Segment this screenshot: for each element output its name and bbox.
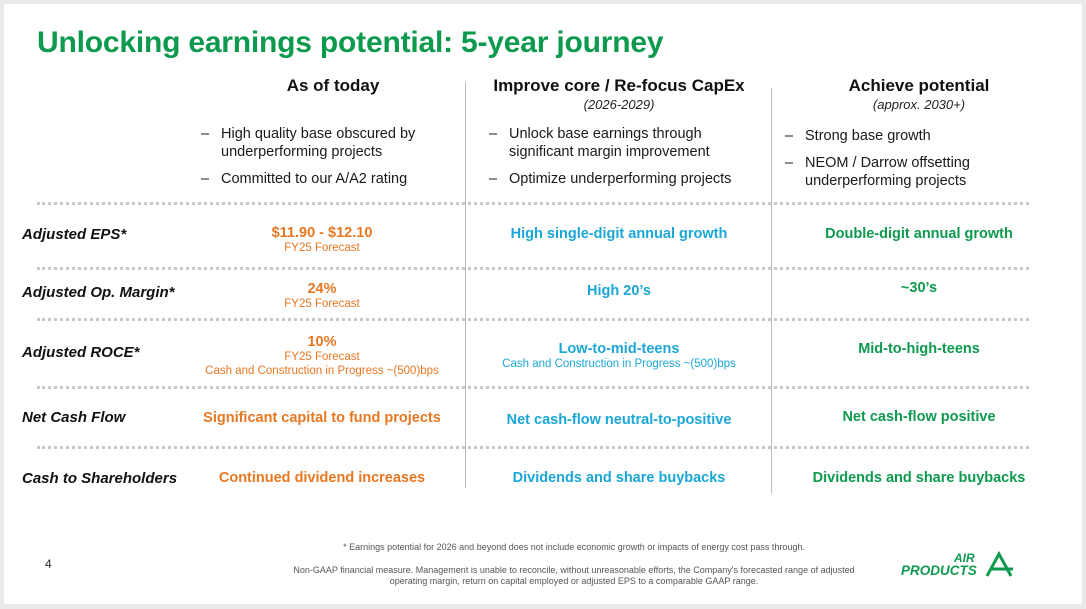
cell-value: High single-digit annual growth <box>510 226 728 242</box>
column-heading: Improve core / Re-focus CapEx <box>493 76 745 95</box>
footnote-earnings: * Earnings potential for 2026 and beyond… <box>343 542 805 552</box>
row-label-cash-to-shareholders: Cash to Shareholders <box>22 470 178 487</box>
row-separator <box>37 386 1029 389</box>
cell-value: 10% <box>307 334 337 350</box>
cell-value: Dividends and share buybacks <box>512 470 726 486</box>
cell-value: Low-to-mid-teens <box>558 341 680 357</box>
cell-subtext: FY25 Forecast <box>284 351 360 363</box>
cell-value: Net cash-flow positive <box>842 409 996 425</box>
cell-value: Net cash-flow neutral-to-positive <box>506 412 732 428</box>
bullet-list-achieve: Strong base growth NEOM / Darrow offsett… <box>785 127 1015 199</box>
column-header-improve: Improve core / Re-focus CapEx (2026-2029… <box>469 76 769 112</box>
footnote-non-gaap: Non-GAAP financial measure. Management i… <box>293 565 855 586</box>
bullet-item: Unlock base earnings through significant… <box>489 125 764 161</box>
cell-subtext: FY25 Forecast <box>284 242 360 254</box>
cell-improve-margin: High 20’s <box>469 283 769 299</box>
row-separator <box>37 267 1029 270</box>
slide-title: Unlocking earnings potential: 5-year jou… <box>37 26 664 59</box>
cell-value: Continued dividend increases <box>218 470 426 486</box>
cell-achieve-cashflow: Net cash-flow positive <box>779 409 1059 425</box>
bullet-item: High quality base obscured by underperfo… <box>201 125 451 161</box>
cell-achieve-roce: Mid-to-high-teens <box>779 341 1059 357</box>
cell-value: High 20’s <box>587 283 651 299</box>
row-label-adjusted-eps: Adjusted EPS* <box>22 226 127 243</box>
cell-improve-eps: High single-digit annual growth <box>469 226 769 242</box>
bullet-item: Strong base growth <box>785 127 1015 145</box>
cell-value: $11.90 - $12.10 <box>271 225 373 241</box>
bullet-list-today: High quality base obscured by underperfo… <box>201 125 451 197</box>
cell-value: Mid-to-high-teens <box>858 341 980 357</box>
column-header-achieve: Achieve potential (approx. 2030+) <box>794 76 1044 112</box>
column-subheading: (2026-2029) <box>583 97 655 112</box>
row-label-adjusted-op-margin: Adjusted Op. Margin* <box>22 284 175 301</box>
cell-achieve-eps: Double-digit annual growth <box>779 226 1059 242</box>
page-number: 4 <box>45 557 52 571</box>
cell-improve-cashflow: Net cash-flow neutral-to-positive <box>469 412 769 428</box>
cell-value: ~30’s <box>900 280 938 296</box>
column-heading: As of today <box>286 76 380 95</box>
cell-improve-roce: Low-to-mid-teens Cash and Construction i… <box>469 341 769 371</box>
row-label-adjusted-roce: Adjusted ROCE* <box>22 344 140 361</box>
column-divider <box>771 88 772 494</box>
air-products-logo: AIR PRODUCTS <box>901 550 1013 578</box>
row-separator <box>37 318 1029 321</box>
cell-value: Dividends and share buybacks <box>812 470 1026 486</box>
cell-achieve-margin: ~30’s <box>779 280 1059 296</box>
row-separator <box>37 446 1029 449</box>
cell-value: Double-digit annual growth <box>825 226 1013 242</box>
cell-achieve-shareholders: Dividends and share buybacks <box>779 470 1059 486</box>
cell-subtext: FY25 Forecast <box>284 298 360 310</box>
bullet-item: NEOM / Darrow offsetting underperforming… <box>785 154 1015 190</box>
cell-subtext: Cash and Construction in Progress ~(500)… <box>205 365 439 377</box>
logo-text-products: PRODUCTS <box>901 563 977 578</box>
column-header-today: As of today <box>233 76 433 96</box>
cell-value: 24% <box>307 281 337 297</box>
cell-today-roce: 10% FY25 Forecast Cash and Construction … <box>172 334 472 378</box>
logo-mark-icon <box>985 550 1013 577</box>
cell-today-shareholders: Continued dividend increases <box>172 470 472 486</box>
bullet-list-improve: Unlock base earnings through significant… <box>489 125 764 197</box>
slide: Unlocking earnings potential: 5-year jou… <box>4 4 1082 604</box>
cell-improve-shareholders: Dividends and share buybacks <box>469 470 769 486</box>
bullet-item: Committed to our A/A2 rating <box>201 170 451 188</box>
column-divider <box>465 82 466 488</box>
cell-today-margin: 24% FY25 Forecast <box>172 281 472 311</box>
column-subheading: (approx. 2030+) <box>872 97 966 112</box>
cell-today-cashflow: Significant capital to fund projects <box>172 410 472 426</box>
column-heading: Achieve potential <box>848 76 990 95</box>
row-label-net-cash-flow: Net Cash Flow <box>22 409 126 426</box>
cell-value: Significant capital to fund projects <box>203 410 441 426</box>
logo-text-air: AIR <box>953 551 975 565</box>
bullet-item: Optimize underperforming projects <box>489 170 764 188</box>
row-separator <box>37 202 1029 205</box>
cell-subtext: Cash and Construction in Progress ~(500)… <box>502 358 736 370</box>
cell-today-eps: $11.90 - $12.10 FY25 Forecast <box>172 225 472 255</box>
